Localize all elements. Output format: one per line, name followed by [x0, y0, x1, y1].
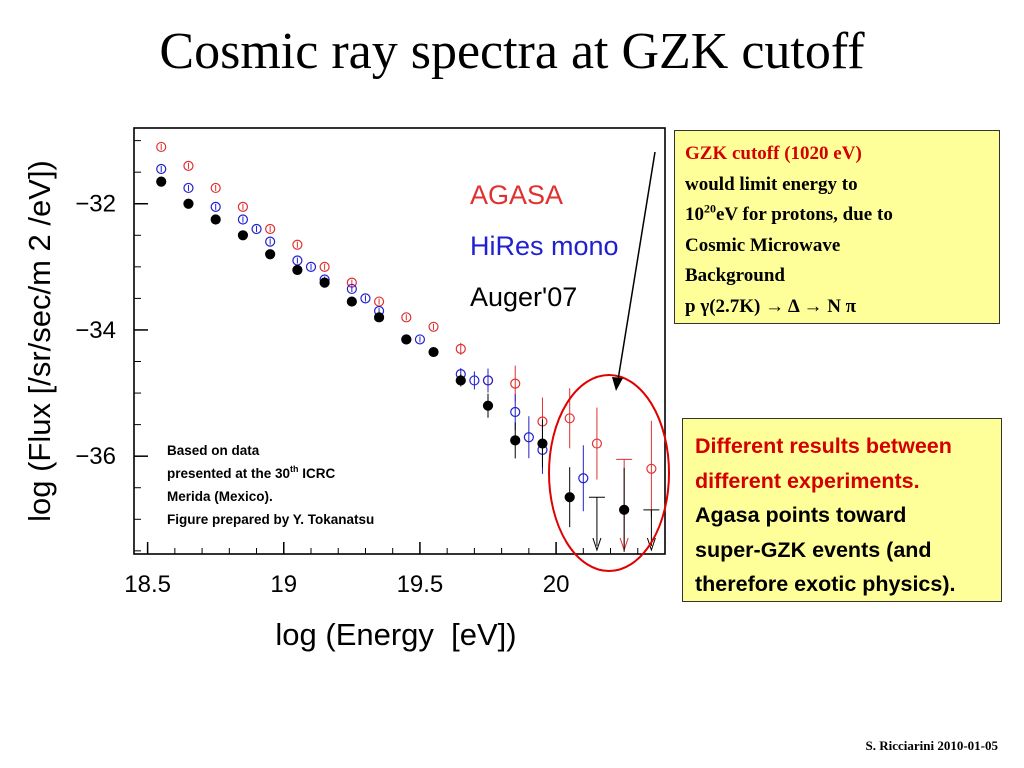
- agasa-point: [292, 239, 303, 250]
- hires-mono-point: [578, 473, 589, 484]
- annotation-line-3: Merida (Mexico).: [167, 489, 273, 504]
- auger-07-point: [319, 277, 330, 288]
- agasa-point: [455, 343, 466, 354]
- agasa-point: [591, 438, 603, 449]
- gzk-line-5: Background: [685, 265, 785, 286]
- auger-07-upper-limit-arrow: [646, 537, 656, 552]
- gzk-line-6: p γ(2.7K) → Δ → N π: [685, 295, 857, 317]
- slide-title: Cosmic ray spectra at GZK cutoff: [159, 23, 865, 80]
- auger-07-point: [237, 230, 249, 241]
- hires-mono-point: [265, 236, 276, 247]
- pointer-arrow-head: [612, 377, 623, 391]
- gzk-line-3-rest: eV for protons, due to: [716, 204, 893, 225]
- agasa-point: [510, 378, 521, 389]
- pointer-arrow-line: [617, 151, 656, 381]
- annotation-line-2a: presented at the 30: [167, 466, 290, 481]
- agasa-point: [401, 312, 412, 323]
- auger-07-point: [537, 438, 548, 449]
- gzk-line-1: GZK cutoff (1020 eV): [685, 143, 862, 164]
- gzk-line-4: Cosmic Microwave: [685, 234, 841, 256]
- auger-07-point: [292, 264, 303, 276]
- hires-mono-point: [237, 214, 249, 225]
- annotation-line-2-sup: th: [290, 464, 299, 474]
- plot-frame: [133, 127, 666, 555]
- annotation-line-2b: ICRC: [299, 466, 336, 481]
- slide-footer: S. Ricciarini 2010-01-05: [865, 738, 998, 753]
- x-axis-title: log (Energy [eV]): [275, 617, 516, 652]
- gzk-info-box: GZK cutoff (1020 eV) would limit energy …: [674, 130, 1000, 324]
- auger-07-point: [265, 249, 276, 260]
- auger-07-point: [346, 296, 357, 307]
- legend-entry: Auger'07: [470, 282, 577, 312]
- agasa-point: [156, 141, 167, 153]
- diff-line-1: Different results between: [695, 434, 952, 458]
- agasa-point: [564, 413, 575, 424]
- hires-mono-point: [510, 406, 521, 418]
- legend-entry: HiRes mono: [470, 231, 619, 261]
- annotation-line-1: Based on data: [167, 443, 260, 458]
- diff-line-4: super-GZK events (and: [695, 537, 932, 562]
- different-results-box: Different results between different expe…: [682, 418, 1002, 602]
- auger-07-point: [373, 312, 385, 323]
- hires-mono-point: [360, 293, 371, 304]
- auger-07-point: [183, 198, 194, 209]
- x-tick-label: 20: [543, 571, 570, 598]
- auger-07-point: [455, 375, 466, 386]
- x-tick-label: 19.5: [397, 571, 444, 598]
- x-tick-label: 18.5: [124, 571, 171, 598]
- auger-07-point: [210, 214, 221, 225]
- auger-07-point: [428, 346, 439, 358]
- y-tick-label: −32: [75, 191, 116, 218]
- hires-mono-point: [482, 375, 494, 386]
- legend-entry: AGASA: [470, 180, 563, 210]
- hires-mono-point: [251, 223, 262, 235]
- diff-line-2: different experiments.: [695, 468, 920, 493]
- hires-mono-point: [469, 375, 480, 386]
- diff-line-3: Agasa points toward: [695, 503, 907, 527]
- agasa-point: [237, 201, 249, 212]
- auger-07-point: [510, 435, 521, 446]
- hires-mono-point: [305, 261, 317, 272]
- legend: AGASA HiRes mono Auger'07: [470, 180, 619, 312]
- annotation-line-4: Figure prepared by Y. Tokanatsu: [167, 512, 374, 527]
- agasa-point: [428, 321, 439, 332]
- hires-mono-point: [523, 432, 534, 443]
- highlight-ellipse: [548, 374, 670, 572]
- gzk-line-2: would limit energy to: [685, 173, 858, 195]
- auger-07-upper-limit-arrow: [592, 537, 602, 552]
- hires-mono-point: [210, 201, 221, 212]
- y-ticks: −32 −34 −36: [75, 140, 148, 552]
- data-points: [156, 141, 660, 552]
- auger-07-point: [156, 176, 167, 187]
- y-axis-title: log (Flux [/sr/sec/m 2 /eV]): [22, 160, 57, 522]
- diff-line-5: therefore exotic physics).: [695, 572, 956, 596]
- hires-mono-point: [156, 163, 167, 175]
- agasa-point: [210, 182, 221, 194]
- gzk-line-3-base: 10: [685, 204, 704, 225]
- x-ticks: 18.5 19 19.5 20: [124, 542, 639, 598]
- gzk-line-3: 1020eV for protons, due to: [685, 200, 991, 231]
- hires-mono-point: [346, 283, 357, 295]
- y-tick-label: −36: [75, 443, 116, 470]
- auger-07-point: [401, 334, 412, 345]
- hires-mono-point: [183, 182, 194, 194]
- agasa-point: [183, 160, 194, 171]
- auger-07-point: [619, 504, 630, 515]
- hires-mono-point: [414, 334, 426, 345]
- agasa-point: [265, 223, 276, 235]
- auger-07-point: [564, 492, 575, 503]
- y-tick-label: −34: [75, 317, 116, 344]
- annotation-line-2: presented at the 30th ICRC: [167, 464, 336, 481]
- auger-07-point: [482, 400, 494, 411]
- gzk-line-3-sup: 20: [704, 201, 716, 216]
- x-tick-label: 19: [270, 571, 297, 598]
- agasa-point: [319, 261, 330, 272]
- agasa-point: [646, 463, 657, 474]
